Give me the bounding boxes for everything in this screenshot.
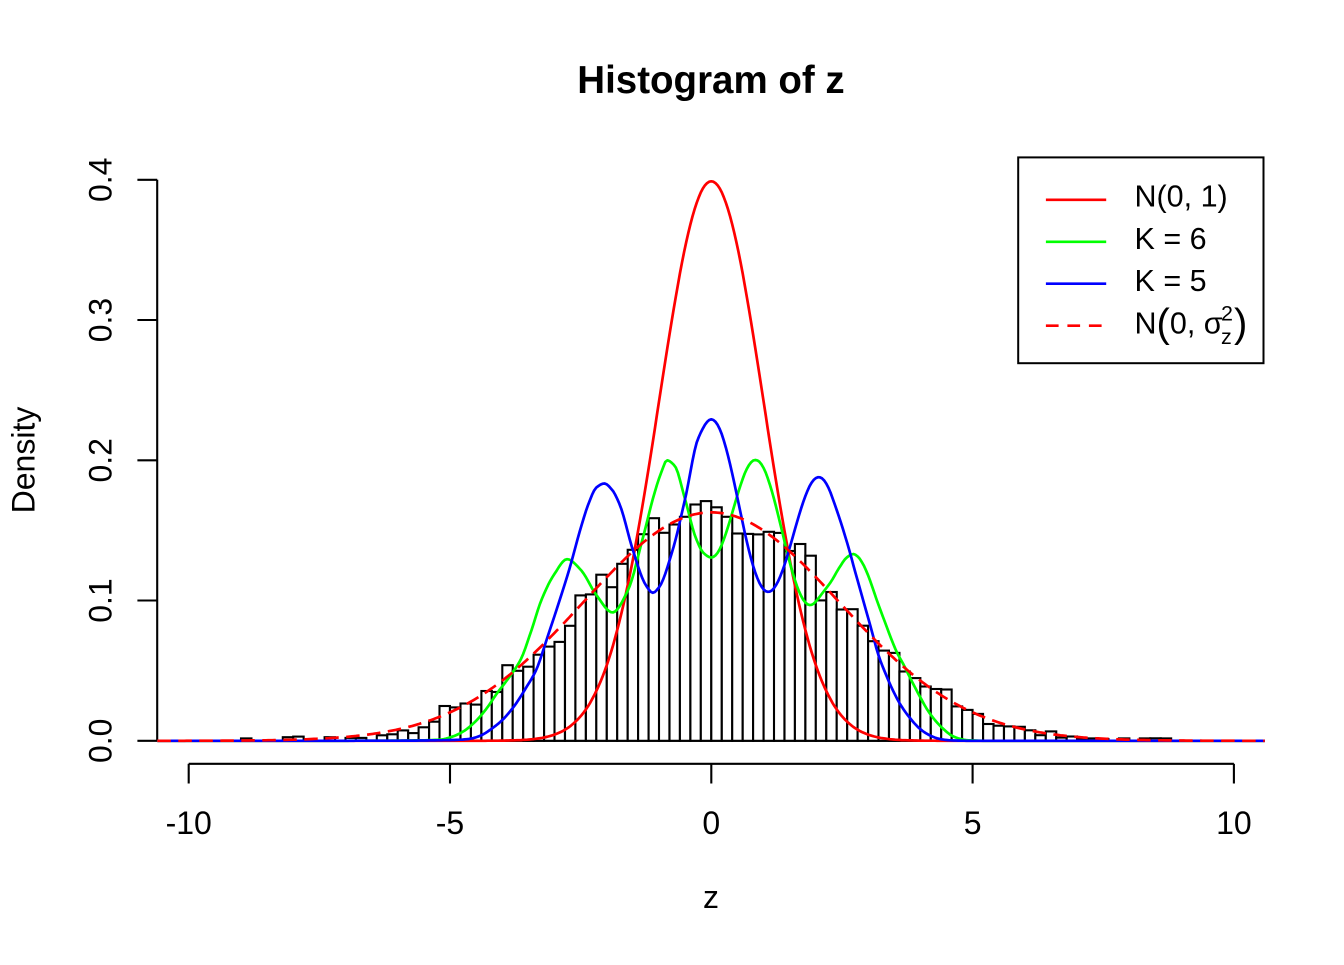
svg-text:0.4: 0.4 <box>83 158 119 202</box>
svg-text:0.2: 0.2 <box>83 438 119 482</box>
svg-text:): ) <box>1234 302 1247 346</box>
svg-text:K = 5: K = 5 <box>1135 264 1207 298</box>
svg-text:Histogram of z: Histogram of z <box>577 59 844 102</box>
svg-text:0.0: 0.0 <box>83 719 119 763</box>
svg-text:2: 2 <box>1221 302 1233 326</box>
svg-text:N(0, 1): N(0, 1) <box>1135 180 1228 214</box>
svg-text:z: z <box>1221 325 1232 349</box>
svg-text:10: 10 <box>1216 805 1252 841</box>
svg-text:0: 0 <box>702 805 720 841</box>
svg-text:0.3: 0.3 <box>83 298 119 342</box>
svg-text:K = 6: K = 6 <box>1135 222 1207 256</box>
svg-text:Density: Density <box>6 407 42 514</box>
svg-text:5: 5 <box>964 805 982 841</box>
svg-text:0.1: 0.1 <box>83 578 119 622</box>
svg-text:N(0, σ: N(0, σ <box>1135 302 1223 346</box>
svg-text:-10: -10 <box>166 805 212 841</box>
svg-text:-5: -5 <box>436 805 464 841</box>
svg-text:z: z <box>703 879 719 915</box>
